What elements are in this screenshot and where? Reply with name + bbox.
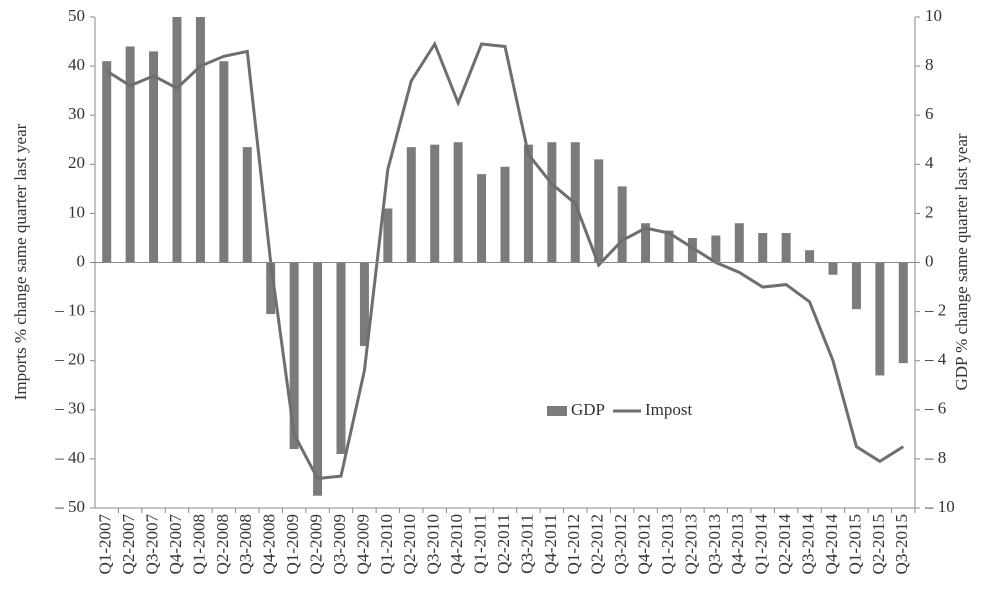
y2-tick-label: – 6 bbox=[924, 399, 946, 418]
y2-tick-label: – 8 bbox=[924, 448, 946, 467]
y-tick-label: 40 bbox=[68, 55, 85, 74]
x-tick-label: Q1-2013 bbox=[658, 514, 677, 574]
y-tick-label: 30 bbox=[68, 104, 85, 123]
x-tick-label: Q3-2012 bbox=[611, 514, 630, 574]
x-tick-label: Q1-2010 bbox=[377, 514, 396, 574]
x-tick-label: Q1-2007 bbox=[96, 514, 115, 575]
bar bbox=[149, 51, 159, 263]
bar bbox=[711, 235, 721, 263]
x-tick-label: Q3-2010 bbox=[424, 514, 443, 574]
bar bbox=[453, 142, 463, 263]
y2-tick-label: 4 bbox=[925, 153, 934, 172]
x-tick-label: Q2-2009 bbox=[306, 514, 325, 574]
bar bbox=[500, 166, 510, 263]
y2-tick-label: – 4 bbox=[924, 350, 947, 369]
bar bbox=[266, 262, 276, 315]
bar bbox=[219, 61, 229, 263]
x-tick-label: Q3-2013 bbox=[705, 514, 724, 574]
y-tick-label: – 50 bbox=[54, 497, 85, 516]
y-axis-label: Imports % change same quarter last year bbox=[11, 123, 30, 400]
legend-label: GDP bbox=[571, 400, 605, 419]
bar bbox=[313, 262, 323, 496]
bar bbox=[875, 262, 885, 376]
x-tick-label: Q3-2011 bbox=[517, 514, 536, 574]
y2-tick-label: 8 bbox=[925, 55, 934, 74]
x-tick-label: Q4-2014 bbox=[822, 514, 841, 575]
bar bbox=[781, 233, 791, 263]
x-tick-label: Q2-2014 bbox=[775, 514, 794, 575]
x-tick-label: Q3-2015 bbox=[892, 514, 911, 574]
bar bbox=[828, 262, 838, 275]
legend-label: Impost bbox=[645, 400, 693, 419]
y2-tick-label: – 10 bbox=[924, 497, 955, 516]
x-tick-label: Q1-2014 bbox=[752, 514, 771, 575]
bar bbox=[430, 144, 440, 263]
y-tick-label: 20 bbox=[68, 153, 85, 172]
bar bbox=[289, 262, 299, 450]
bar bbox=[242, 147, 252, 263]
y2-tick-label: 2 bbox=[925, 202, 934, 221]
y-tick-label: 0 bbox=[77, 251, 86, 270]
x-tick-label: Q2-2013 bbox=[681, 514, 700, 574]
x-tick-label: Q1-2009 bbox=[283, 514, 302, 574]
x-tick-label: Q4-2008 bbox=[260, 514, 279, 574]
bar bbox=[102, 61, 112, 263]
x-tick-label: Q1-2015 bbox=[845, 514, 864, 574]
x-tick-label: Q4-2011 bbox=[541, 514, 560, 574]
bar bbox=[734, 223, 744, 263]
y2-tick-label: 6 bbox=[925, 104, 934, 123]
bar bbox=[851, 262, 861, 310]
x-tick-label: Q4-2013 bbox=[728, 514, 747, 574]
bar bbox=[617, 186, 627, 263]
y-tick-label: – 40 bbox=[54, 448, 85, 467]
x-tick-label: Q3-2007 bbox=[142, 514, 161, 575]
bar bbox=[406, 147, 416, 263]
bar bbox=[664, 230, 674, 263]
bar bbox=[641, 223, 651, 263]
y-tick-label: – 10 bbox=[54, 301, 85, 320]
x-tick-label: Q2-2011 bbox=[494, 514, 513, 574]
line bbox=[105, 40, 905, 481]
x-tick-label: Q2-2012 bbox=[588, 514, 607, 574]
bar bbox=[383, 208, 393, 263]
y-tick-label: 10 bbox=[68, 202, 85, 221]
legend-swatch bbox=[547, 406, 567, 416]
x-tick-label: Q1-2011 bbox=[470, 514, 489, 574]
x-tick-label: Q4-2007 bbox=[166, 514, 185, 575]
y-tick-label: – 30 bbox=[54, 399, 85, 418]
bar bbox=[477, 174, 487, 263]
y2-tick-label: – 2 bbox=[924, 301, 946, 320]
bar bbox=[195, 17, 205, 263]
x-tick-label: Q2-2010 bbox=[400, 514, 419, 574]
x-tick-label: Q2-2007 bbox=[119, 514, 138, 575]
bar bbox=[687, 237, 697, 263]
bar bbox=[594, 159, 604, 263]
x-tick-label: Q1-2012 bbox=[564, 514, 583, 574]
bar bbox=[125, 46, 135, 263]
bar bbox=[805, 250, 815, 263]
y-tick-label: 50 bbox=[68, 6, 85, 25]
x-tick-label: Q3-2008 bbox=[236, 514, 255, 574]
x-tick-label: Q4-2012 bbox=[634, 514, 653, 574]
bar bbox=[172, 17, 182, 263]
bar bbox=[898, 262, 908, 364]
x-tick-label: Q2-2015 bbox=[869, 514, 888, 574]
x-tick-label: Q4-2010 bbox=[447, 514, 466, 574]
x-tick-label: Q4-2009 bbox=[353, 514, 372, 574]
bar bbox=[758, 233, 768, 263]
x-tick-label: Q1-2008 bbox=[189, 514, 208, 574]
bar bbox=[359, 262, 369, 346]
x-tick-label: Q2-2008 bbox=[213, 514, 232, 574]
y-tick-label: – 20 bbox=[54, 350, 85, 369]
bar bbox=[547, 142, 557, 263]
bar bbox=[336, 262, 346, 454]
y2-tick-label: 0 bbox=[925, 251, 934, 270]
x-tick-label: Q3-2014 bbox=[798, 514, 817, 575]
x-tick-label: Q3-2009 bbox=[330, 514, 349, 574]
y2-tick-label: 10 bbox=[925, 6, 942, 25]
bar bbox=[523, 144, 533, 263]
y2-axis-label: GDP % change same quarter last year bbox=[952, 133, 971, 390]
